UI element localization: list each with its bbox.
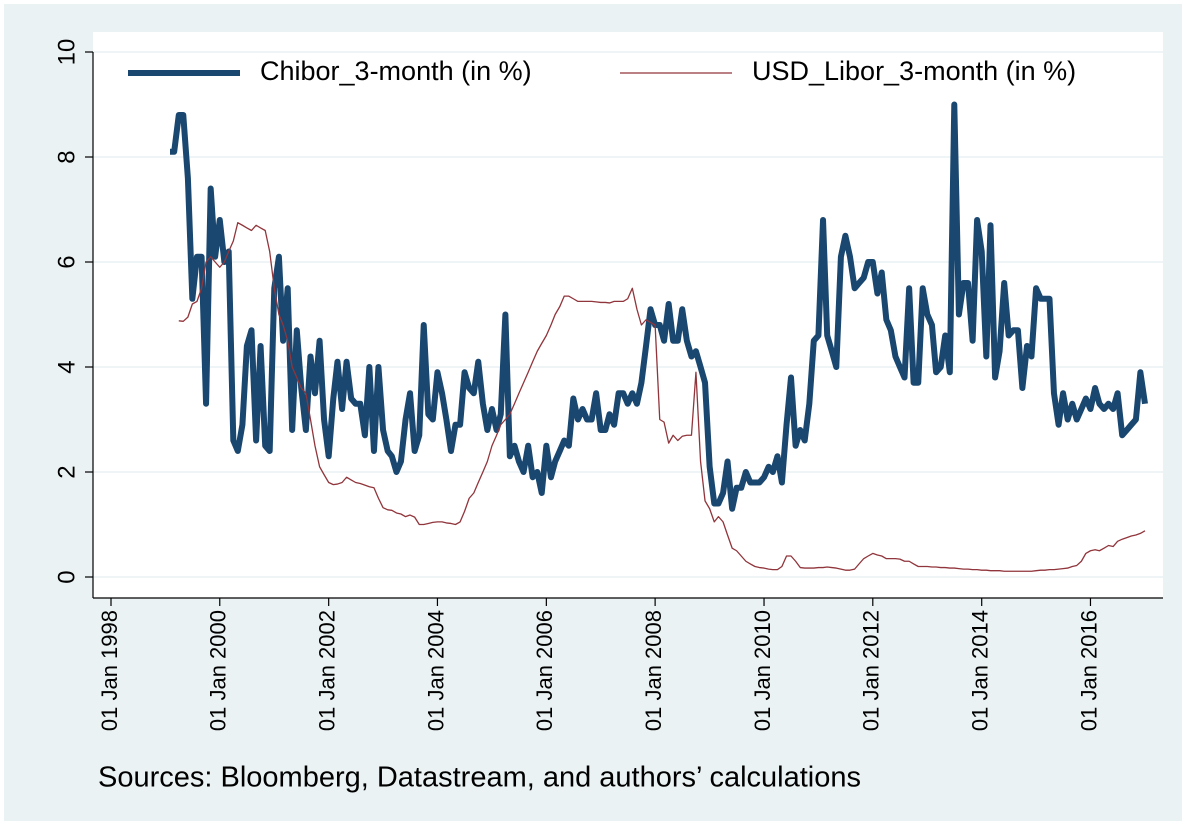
x-tick-label: 01 Jan 2000 bbox=[206, 610, 231, 731]
y-tick-label: 2 bbox=[53, 465, 80, 478]
legend-label: Chibor_3-month (in %) bbox=[260, 56, 532, 86]
y-tick-label: 4 bbox=[53, 360, 80, 373]
x-tick-label: 01 Jan 2006 bbox=[532, 610, 557, 731]
x-tick-label: 01 Jan 2014 bbox=[968, 610, 993, 731]
x-tick-label: 01 Jan 2012 bbox=[859, 610, 884, 731]
series-line bbox=[170, 101, 1148, 512]
series-line bbox=[178, 221, 1146, 572]
x-tick-label: 01 Jan 2008 bbox=[641, 610, 666, 731]
caption: Sources: Bloomberg, Datastream, and auth… bbox=[98, 762, 861, 794]
x-tick-label: 01 Jan 2016 bbox=[1076, 610, 1101, 731]
y-tick-label: 0 bbox=[53, 570, 80, 583]
x-tick-label: 01 Jan 2002 bbox=[314, 610, 339, 731]
x-tick-label: 01 Jan 1998 bbox=[97, 610, 122, 731]
x-tick-label: 01 Jan 2004 bbox=[423, 610, 448, 731]
y-tick-label: 6 bbox=[53, 255, 80, 268]
legend-label: USD_Libor_3-month (in %) bbox=[752, 56, 1076, 86]
x-tick-label: 01 Jan 2010 bbox=[750, 610, 775, 731]
y-tick-label: 8 bbox=[53, 150, 80, 163]
y-tick-label: 10 bbox=[53, 39, 80, 66]
